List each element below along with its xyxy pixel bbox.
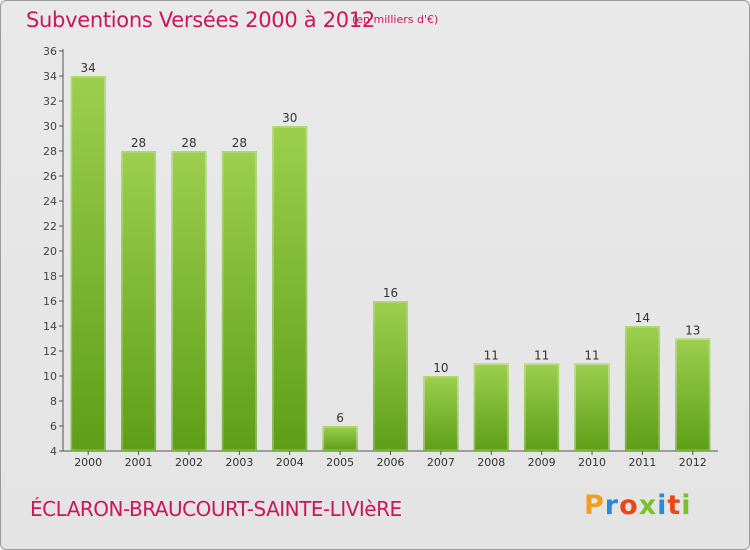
bar-highlight [121, 151, 156, 451]
logo-letter: x [638, 490, 658, 521]
x-tick-label-2011: 2011 [628, 456, 656, 469]
bar-2002 [171, 151, 207, 451]
logo-letter: t [667, 490, 682, 521]
bar-2003 [221, 151, 257, 451]
bar-highlight [575, 364, 610, 451]
bar-2007 [423, 376, 459, 451]
y-tick-label: 30 [43, 120, 57, 133]
bar-2006 [373, 301, 408, 451]
bar-2009 [524, 363, 560, 451]
data-labels: 34 28 28 28 30 6 16 10 11 11 11 14 13 [81, 61, 701, 425]
bar-highlight [423, 376, 458, 451]
bars [70, 76, 711, 451]
x-tick-label-2010: 2010 [578, 456, 606, 469]
y-tick-label: 22 [43, 220, 57, 233]
y-tick-label: 4 [50, 445, 57, 458]
x-tick-label-2012: 2012 [679, 456, 707, 469]
chart-unit: (en milliers d'€) [352, 13, 439, 26]
data-label-2012: 13 [685, 324, 700, 338]
data-label-2008: 11 [484, 349, 499, 363]
bar-2004 [272, 126, 308, 451]
logo-letter: P [584, 490, 605, 521]
bar-highlight [323, 426, 358, 451]
x-tick-label-2008: 2008 [477, 456, 505, 469]
bar-highlight [373, 301, 408, 451]
y-tick-label: 18 [43, 270, 57, 283]
y-tick-label: 12 [43, 345, 57, 358]
logo-letter: r [604, 490, 620, 521]
data-label-2000: 34 [81, 61, 96, 75]
data-label-2005: 6 [336, 411, 344, 425]
y-axis: 4 6 8 10 12 14 16 18 20 22 24 26 28 30 32 34 36 [43, 45, 64, 458]
y-tick-label: 24 [43, 195, 57, 208]
bar-highlight [524, 364, 559, 451]
bar-highlight [675, 339, 710, 451]
chart-title: Subventions Versées 2000 à 2012 [26, 8, 375, 32]
data-label-2002: 28 [181, 136, 196, 150]
x-tick-label-2004: 2004 [276, 456, 304, 469]
bar-2005 [322, 426, 358, 451]
y-tick-label: 36 [43, 45, 57, 58]
bar-highlight [222, 151, 257, 451]
bar-2008 [473, 363, 509, 451]
data-label-2011: 14 [635, 311, 650, 325]
data-label-2001: 28 [131, 136, 146, 150]
x-tick-label-2006: 2006 [377, 456, 405, 469]
bar-2012 [675, 338, 711, 451]
y-tick-label: 16 [43, 295, 57, 308]
y-tick-label: 14 [43, 320, 57, 333]
x-tick-label-2009: 2009 [528, 456, 556, 469]
y-tick-label: 26 [43, 170, 57, 183]
y-tick-label: 34 [43, 70, 57, 83]
logo-letter: o [619, 490, 639, 521]
bar-2010 [574, 363, 610, 451]
data-label-2003: 28 [232, 136, 247, 150]
bar-highlight [71, 76, 106, 451]
y-tick-label: 20 [43, 245, 57, 258]
x-tick-label-2001: 2001 [125, 456, 153, 469]
data-label-2010: 11 [584, 349, 599, 363]
proxiti-logo: Proxiti [584, 490, 692, 521]
x-tick-label-2000: 2000 [74, 456, 102, 469]
x-tick-label-2007: 2007 [427, 456, 455, 469]
bar-highlight [272, 126, 307, 451]
logo-letter: i [657, 490, 668, 521]
data-label-2006: 16 [383, 286, 398, 300]
bar-highlight [474, 364, 509, 451]
commune-name: ÉCLARON-BRAUCOURT-SAINTE-LIVIèRE [30, 497, 402, 521]
data-label-2007: 10 [433, 361, 448, 375]
y-tick-label: 8 [50, 395, 57, 408]
logo-letter: i [681, 490, 692, 521]
y-tick-label: 32 [43, 95, 57, 108]
x-tick-label-2002: 2002 [175, 456, 203, 469]
data-label-2004: 30 [282, 111, 297, 125]
y-tick-label: 10 [43, 370, 57, 383]
data-label-2009: 11 [534, 349, 549, 363]
x-axis: 2000 2001 2002 2003 2004 2005 2006 2007 2008 2009… [63, 450, 718, 469]
x-tick-label-2005: 2005 [326, 456, 354, 469]
bar-highlight [625, 326, 660, 451]
y-tick-label: 6 [50, 420, 57, 433]
bar-2000 [70, 76, 106, 451]
bar-2001 [121, 151, 157, 451]
bar-highlight [171, 151, 206, 451]
y-tick-label: 28 [43, 145, 57, 158]
x-tick-label-2003: 2003 [225, 456, 253, 469]
bar-2011 [624, 326, 660, 451]
